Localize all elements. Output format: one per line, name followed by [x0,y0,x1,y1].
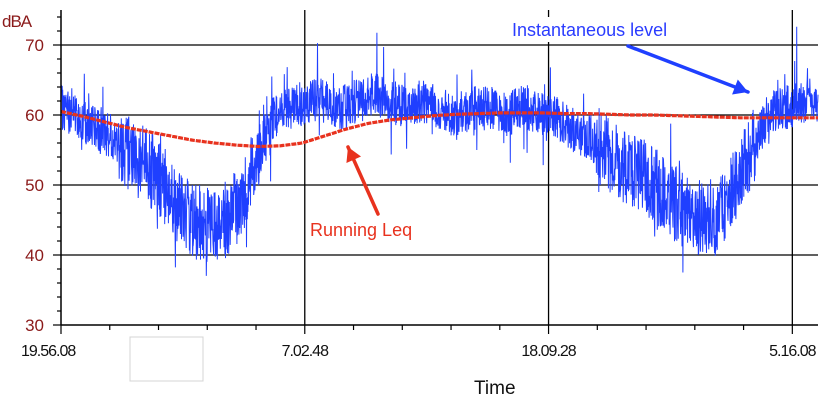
grid-lines [61,10,818,325]
instantaneous-level-series [60,26,819,276]
running-leq-series [60,109,818,149]
blank-inset-box [129,336,204,382]
y-tick-label: 60 [25,106,44,125]
x-tick-label: 19.56.08 [21,343,76,360]
y-tick-label: 40 [25,246,44,265]
x-tick-label: 7.02.48 [282,343,329,360]
running-leq-arrow-head [346,147,362,164]
y-tick-label: 70 [25,36,44,55]
x-tick-label: 18.09.28 [521,343,576,360]
y-tick-label: 30 [25,316,44,335]
annotation-arrows [346,44,750,216]
x-tick-labels: 19.56.08 7.02.48 18.09.28 5.16.08 [21,343,818,360]
x-tick-label: 5.16.08 [769,343,816,360]
running-leq-annotation: Running Leq [310,220,412,240]
instantaneous-level-annotation: Instantaneous level [512,20,667,40]
instantaneous-level-arrow-shaft [626,44,750,94]
y-axis-label: dBA [2,12,33,31]
axes [53,10,818,334]
y-tick-labels: 30 40 50 60 70 [25,36,44,335]
instantaneous-level-label-box [509,17,714,42]
y-tick-label: 50 [25,176,44,195]
x-axis-label: Time [474,378,516,399]
instantaneous-level-arrow-head [732,79,748,95]
instantaneous-level-line [60,26,819,276]
running-leq-line [60,109,818,149]
